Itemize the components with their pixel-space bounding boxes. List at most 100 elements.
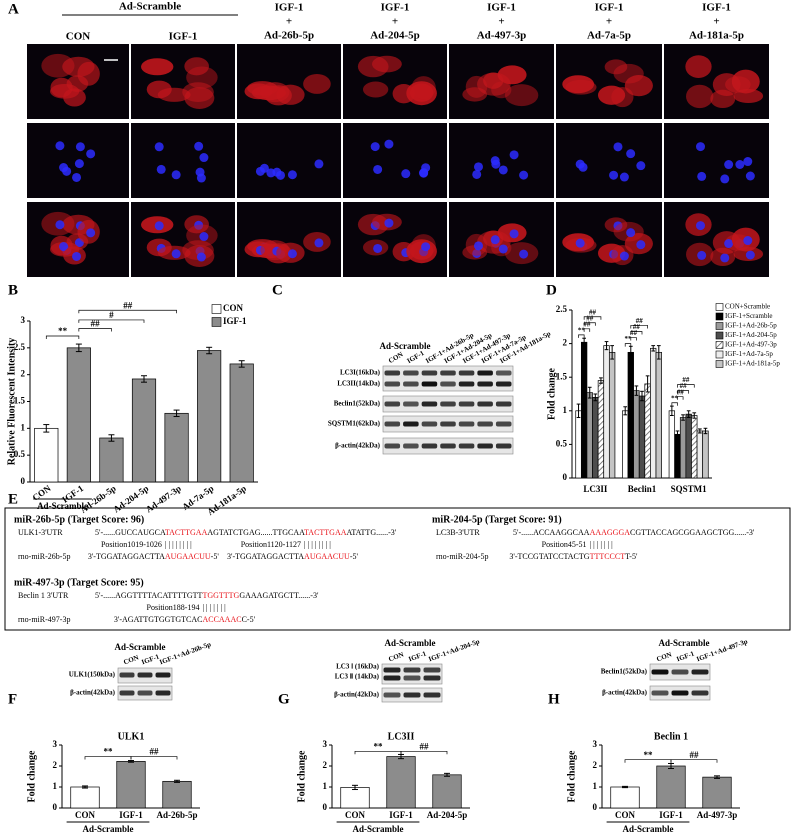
blot-band [477, 421, 493, 427]
legend-label: IGF-1+Scramble [725, 312, 773, 320]
nucleus-stain [421, 163, 431, 173]
bar [685, 413, 692, 479]
blot-band [440, 421, 456, 427]
y-tick-label: 3 [53, 739, 58, 749]
blot-row-label: LC3 Ⅱ (14kDa) [335, 673, 380, 681]
significance-bracket [578, 334, 585, 338]
nucleus-stain [498, 165, 508, 175]
blot-band [440, 381, 456, 387]
sequence-title: miR-497-3p (Target Score: 95) [14, 577, 144, 588]
nucleus-stain [626, 149, 636, 159]
mirna-seed: TTTCCCTT-5' [590, 552, 638, 561]
pairing-bars: | | | | | | | | [165, 540, 192, 549]
cytoplasm-stain [686, 84, 714, 109]
nucleus-stain [636, 240, 646, 250]
nucleus-stain [314, 159, 324, 169]
bar [99, 437, 124, 483]
blot-row-label: β-actin(42kDa) [334, 691, 380, 699]
blot-band [421, 401, 438, 407]
x-tick-label: SQSTM1 [671, 484, 708, 494]
cytoplasm-stain [157, 87, 191, 102]
nucleus-stain [287, 249, 297, 259]
nucleus-stain [255, 166, 265, 176]
chart-title: LC3II [388, 731, 415, 742]
blot-band [383, 667, 401, 673]
sequence-segment: AUGAACUU [304, 552, 350, 561]
blot-band [403, 421, 419, 427]
panel-e-box [4, 507, 791, 631]
nucleus-stain [720, 174, 730, 184]
nucleus-stain [171, 249, 181, 259]
legend-swatch [715, 341, 724, 349]
blot-band [421, 421, 438, 427]
bar [34, 427, 59, 483]
significance-bracket [45, 335, 80, 340]
sequence-segment: TACTTGAA [165, 528, 208, 537]
blot-band [383, 692, 401, 698]
x-tick-label: CON [615, 810, 636, 820]
blot-band [421, 370, 438, 376]
x-tick-label: IGF-1 [659, 810, 683, 820]
bar [622, 410, 629, 479]
bar [633, 390, 640, 479]
nucleus-stain [519, 249, 529, 259]
significance-label: ** [58, 326, 68, 336]
cytoplasm-stain [141, 58, 174, 76]
blot-band [440, 370, 456, 376]
significance-bracket [78, 328, 112, 332]
significance-label: ## [677, 388, 685, 396]
panel-label: G [278, 691, 290, 707]
nucleus-stain [472, 248, 482, 258]
column-header: IGF-1 [487, 2, 516, 14]
bar [164, 412, 189, 483]
y-tick-label: 0 [323, 802, 328, 812]
sequence-segment: C-5' [242, 615, 256, 624]
blot-row-label: SQSTM1(62kDa) [328, 420, 381, 428]
utr-sequence: 5'-......AGGTTTTACATTTTGTTTGGTTTGGAAAGAT… [95, 591, 319, 600]
nucleus-stain [575, 238, 585, 248]
blot-band [477, 401, 493, 407]
blot-band [403, 401, 419, 407]
pairing-bars: | | | | | | | [590, 540, 613, 549]
cytoplasm-stain [611, 86, 634, 108]
nucleus-stain [55, 220, 65, 230]
sequence-segment: -5' [350, 552, 359, 561]
nucleus-stain [619, 172, 629, 182]
blot-band [440, 401, 456, 407]
bar [116, 761, 146, 809]
position-label: Position1019-1026 [101, 540, 162, 549]
significance-label: ## [420, 741, 430, 751]
bar [627, 351, 634, 479]
nucleus-stain [194, 141, 204, 151]
blot-band [119, 672, 135, 678]
micrograph [664, 123, 769, 198]
column-header: + [713, 16, 719, 28]
cytoplasm-stain [462, 87, 488, 102]
bar [340, 787, 370, 809]
bar [638, 395, 646, 479]
y-tick-label: 3 [593, 739, 598, 749]
bar [197, 350, 222, 483]
blot-row-label: β-actin(42kDa) [335, 442, 381, 450]
mirna-label: rno-miR-26b-5p [18, 552, 70, 561]
y-tick-label: 2 [593, 760, 598, 770]
nucleus-stain [384, 139, 394, 149]
nucleus-stain [75, 142, 85, 152]
blot-band [403, 443, 419, 449]
legend-swatch [715, 331, 724, 340]
y-tick-label: 3 [323, 739, 328, 749]
sequence-segment: 5'-......GUCCAUGCA [95, 528, 166, 537]
column-header: Ad-497-3p [477, 30, 527, 42]
y-tick-label: 0 [593, 802, 598, 812]
nucleus-stain [373, 164, 383, 174]
target-label: Beclin 1 3'UTR [18, 591, 69, 600]
blot-band [421, 443, 438, 449]
significance-label: ** [671, 394, 679, 402]
blot-band [440, 443, 456, 449]
significance-label: ## [630, 329, 638, 337]
y-tick-label: 2 [563, 338, 568, 348]
nucleus-stain [490, 156, 500, 166]
sequence-title: miR-26b-5p (Target Score: 96) [14, 514, 144, 525]
nucleus-stain [626, 228, 636, 238]
nucleus-stain [72, 251, 82, 261]
